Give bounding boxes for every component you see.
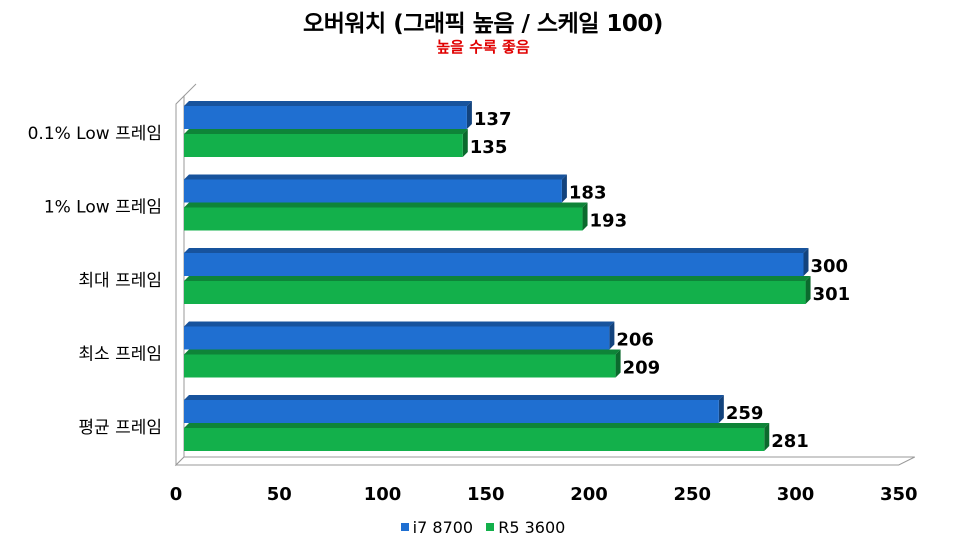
bars <box>184 101 811 451</box>
bar-side-face <box>803 248 809 276</box>
x-tick-label: 250 <box>673 484 711 505</box>
value-label: 183 <box>569 183 607 204</box>
bar-side-face <box>615 349 621 378</box>
x-tick-label: 0 <box>170 484 183 505</box>
bar-front-face <box>184 354 616 378</box>
bar-side-face <box>561 174 567 203</box>
category-label: 0.1% Low 프레임 <box>28 124 162 144</box>
value-label: 301 <box>813 284 851 305</box>
bar-top-face <box>184 202 588 208</box>
category-label: 1% Low 프레임 <box>44 198 162 218</box>
left-wall <box>175 94 185 467</box>
x-tick-label: 350 <box>880 484 918 505</box>
bar-top-face <box>184 248 809 253</box>
legend-swatch-i7 <box>400 523 409 531</box>
bar-top-face <box>184 101 472 106</box>
bar-front-face <box>184 106 467 129</box>
legend: i7 8700 R5 3600 <box>0 516 966 537</box>
bar-front-face <box>184 326 610 350</box>
bar-front-face <box>184 428 765 451</box>
legend-item-i7: i7 8700 <box>400 517 474 537</box>
legend-label-i7: i7 8700 <box>412 517 474 537</box>
category-label: 최소 프레임 <box>78 345 162 365</box>
value-label: 300 <box>811 256 849 277</box>
chart-title: 오버워치 (그래픽 높음 / 스케일 100) <box>303 11 663 37</box>
bar-front-face <box>184 400 719 423</box>
bar-side-face <box>582 202 588 231</box>
bar-top-face <box>184 349 621 355</box>
value-label: 281 <box>771 431 809 452</box>
x-tick-label: 50 <box>267 484 292 505</box>
bar-i7-0 <box>184 101 472 129</box>
bar-front-face <box>184 281 806 304</box>
bar-r5-1 <box>184 202 588 231</box>
value-label: 137 <box>474 109 512 130</box>
value-labels: 137 135 183 193 300 301 206 209 259 281 <box>470 109 850 452</box>
legend-swatch-r5 <box>486 523 495 531</box>
bar-side-face <box>764 423 770 451</box>
bar-top-face <box>184 395 724 400</box>
bar-i7-2 <box>184 248 809 276</box>
floor <box>174 456 915 466</box>
bar-side-face <box>805 276 811 304</box>
bar-top-face <box>184 423 770 428</box>
plot-walls <box>174 83 915 467</box>
bar-front-face <box>184 207 583 231</box>
bar-side-face <box>462 129 468 157</box>
x-axis-tick-labels: 0 50 100 150 200 250 300 350 <box>170 484 918 505</box>
value-label: 206 <box>616 330 654 351</box>
bar-front-face <box>184 179 562 203</box>
bar-r5-2 <box>184 276 811 304</box>
value-label: 209 <box>623 358 661 379</box>
bar-front-face <box>184 253 804 276</box>
bar-i7-4 <box>184 395 724 423</box>
bar-r5-4 <box>184 423 770 451</box>
bar-i7-3 <box>184 321 615 350</box>
legend-label-r5: R5 3600 <box>498 517 566 537</box>
chart-subtitle: 높을 수록 좋음 <box>436 38 530 56</box>
bar-side-face <box>466 101 472 129</box>
bar-r5-0 <box>184 129 468 157</box>
bar-side-face <box>718 395 724 423</box>
bar-top-face <box>184 321 615 327</box>
bar-side-face <box>609 321 615 350</box>
wall-top-edge <box>183 83 197 97</box>
category-label: 평균 프레임 <box>78 418 162 438</box>
x-tick-label: 150 <box>467 484 505 505</box>
category-label: 최대 프레임 <box>78 271 162 291</box>
x-tick-label: 100 <box>364 484 402 505</box>
x-tick-label: 200 <box>570 484 608 505</box>
bar-i7-1 <box>184 174 567 203</box>
x-tick-label: 300 <box>777 484 815 505</box>
value-label: 259 <box>726 403 764 424</box>
bar-front-face <box>184 134 463 157</box>
value-label: 193 <box>590 211 628 232</box>
bar-top-face <box>184 174 567 180</box>
legend-item-r5: R5 3600 <box>486 518 565 537</box>
bar-top-face <box>184 276 811 281</box>
value-label: 135 <box>470 137 508 158</box>
bar-r5-3 <box>184 349 621 378</box>
bar-top-face <box>184 129 468 134</box>
